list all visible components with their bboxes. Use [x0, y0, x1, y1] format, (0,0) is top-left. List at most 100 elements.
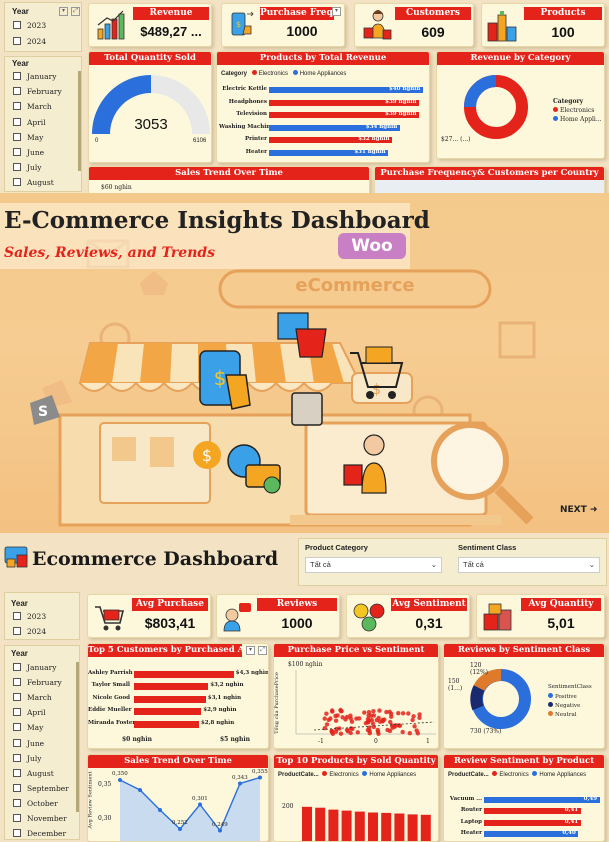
y-tick: 0,30	[98, 815, 111, 822]
scatter-point	[339, 732, 343, 736]
scatter-point	[366, 717, 370, 721]
bar-value: $34 nghìn	[366, 124, 397, 130]
filter-label: Product Category	[305, 543, 368, 552]
month-option[interactable]: April	[13, 708, 46, 717]
month-option[interactable]: May	[13, 133, 43, 142]
month-option[interactable]: December	[13, 829, 66, 838]
slicer-scrollbar[interactable]	[76, 662, 79, 812]
card-title: Sales Trend Over Time	[88, 755, 268, 768]
mobile-payment-icon: $	[227, 10, 257, 40]
month-option[interactable]: February	[13, 87, 62, 96]
review-icon	[221, 601, 253, 633]
chart-legend: Category Electronics Home Appliances	[221, 70, 346, 77]
year-option[interactable]: 2023	[13, 612, 46, 621]
month-option[interactable]: July	[13, 163, 41, 172]
x-tick: 0	[374, 738, 378, 745]
month-option[interactable]: August	[13, 178, 54, 187]
point-label: 0,343	[232, 775, 248, 781]
legend-title: SentimentClass	[548, 684, 592, 690]
scatter-point	[375, 718, 379, 722]
month-option[interactable]: March	[13, 693, 52, 702]
scatter-point	[328, 716, 332, 720]
customer-bar[interactable]	[134, 696, 206, 703]
customer-bar[interactable]	[134, 708, 201, 715]
customer-bar[interactable]	[134, 671, 234, 678]
month-option[interactable]: September	[13, 784, 69, 793]
bar-value: 0,41	[565, 819, 578, 825]
scatter-point	[354, 716, 358, 720]
product-name: Router	[444, 807, 482, 813]
product-category-select[interactable]: Tất cả⌄	[305, 557, 442, 573]
products-revenue-card: Products by Total Revenue Category Elect…	[216, 51, 430, 163]
point-label: 0,355	[252, 769, 268, 775]
trend-point	[238, 782, 242, 786]
trend-point	[198, 803, 202, 807]
top-products-card: Top 10 Products by Sold Quantity Product…	[273, 754, 439, 842]
scatter-point	[345, 715, 349, 719]
chart-legend: ProductCate... Electronics Home Applianc…	[278, 771, 416, 778]
filter-icon[interactable]: ▾	[246, 646, 255, 655]
trend-point	[138, 788, 142, 792]
card-title: Reviews by Sentiment Class	[444, 644, 604, 657]
month-option[interactable]: June	[13, 148, 44, 157]
month-option[interactable]: October	[13, 799, 58, 808]
y-tick: 0,35	[98, 781, 111, 788]
card-title: Purchase Price vs Sentiment	[274, 644, 438, 657]
sentiment-bar[interactable]	[484, 797, 600, 803]
product-name: Vacuum ...	[444, 796, 482, 802]
month-option[interactable]: January	[13, 72, 56, 81]
scatter-point	[370, 718, 374, 722]
year-option[interactable]: 2024	[13, 37, 46, 46]
kpi-label: Products	[524, 7, 602, 20]
sentiment-class-select[interactable]: Tất cả⌄	[458, 557, 600, 573]
month-option[interactable]: June	[13, 739, 44, 748]
gauge-card: Total Quantity Sold 3053 0 6106	[88, 51, 212, 163]
review-sentiment-product-card: Review Sentiment by Product ProductCate.…	[443, 754, 605, 842]
sales-trend-top-card: Sales Trend Over Time $60 nghìn	[88, 166, 370, 196]
month-option[interactable]: May	[13, 723, 43, 732]
bar-value: 0,40	[562, 830, 575, 836]
year-slicer-top: Year ▾ ⤢ 2023 2024	[4, 2, 82, 52]
scatter-point	[384, 710, 388, 714]
month-option[interactable]: April	[13, 118, 46, 127]
banner-subtitle: Sales, Reviews, and Trends	[4, 245, 215, 261]
next-button[interactable]: NEXT ➜	[560, 505, 597, 515]
year-option[interactable]: 2023	[13, 21, 46, 30]
month-option[interactable]: February	[13, 678, 62, 687]
filter-icon[interactable]: ▾	[332, 7, 341, 16]
filter-icon[interactable]: ▾	[59, 7, 68, 16]
legend-title: Category	[553, 98, 583, 105]
ecommerce-label: eCommerce	[220, 275, 490, 296]
expand-icon[interactable]: ⤢	[258, 646, 267, 655]
customer-name: Taylor Small	[88, 682, 130, 688]
price-sentiment-card: Purchase Price vs Sentiment $100 nghìn T…	[273, 643, 439, 749]
category-donut	[461, 72, 531, 142]
shopper-icon	[361, 8, 393, 44]
svg-text:$: $	[236, 20, 241, 29]
axis-label: $60 nghìn	[101, 184, 132, 191]
filter-label: Sentiment Class	[458, 543, 516, 552]
scatter-point	[345, 728, 349, 732]
kpi-value: 5,01	[521, 615, 601, 631]
card-title: Top 5 Customers by Purchased Amo	[88, 644, 242, 657]
bar-label: Printer	[219, 136, 267, 142]
slicer-scrollbar[interactable]	[78, 71, 81, 171]
customer-bar[interactable]	[134, 683, 208, 690]
bar-value: $32 nghìn	[358, 136, 389, 142]
x-tick: -1	[318, 738, 324, 745]
month-option[interactable]: March	[13, 102, 52, 111]
card-title: Sales Trend Over Time	[89, 167, 369, 180]
month-option[interactable]: January	[13, 663, 56, 672]
kpi-products: Products 100	[481, 3, 605, 47]
scatter-point	[323, 716, 327, 720]
product-bar	[302, 807, 312, 842]
month-option[interactable]: August	[13, 769, 54, 778]
x-tick: 1	[426, 738, 430, 745]
customer-bar[interactable]	[134, 721, 199, 728]
month-option[interactable]: July	[13, 754, 41, 763]
kpi-value: 609	[395, 24, 471, 40]
product-name: Laptop	[444, 819, 482, 825]
month-option[interactable]: November	[13, 814, 67, 823]
expand-icon[interactable]: ⤢	[71, 7, 80, 16]
year-option[interactable]: 2024	[13, 627, 46, 636]
